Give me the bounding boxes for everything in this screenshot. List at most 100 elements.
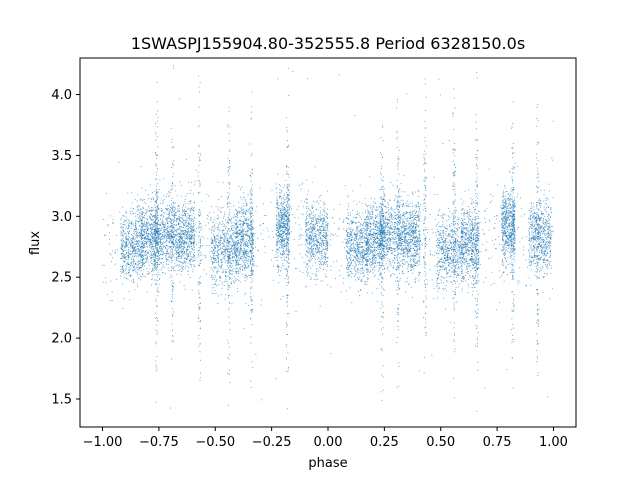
data-point <box>230 248 232 250</box>
data-point <box>183 219 185 221</box>
data-point <box>130 245 132 247</box>
data-point <box>354 274 356 276</box>
data-point <box>133 208 135 210</box>
data-point <box>212 277 214 279</box>
data-point <box>282 252 284 254</box>
data-point <box>145 236 147 238</box>
data-point <box>313 228 314 230</box>
data-point <box>283 193 285 195</box>
data-point <box>247 223 249 224</box>
data-point <box>221 252 222 254</box>
data-point <box>284 213 286 215</box>
data-point <box>239 259 241 261</box>
data-point <box>135 240 137 242</box>
data-point <box>156 195 157 197</box>
data-point <box>367 242 369 244</box>
data-point <box>325 252 327 254</box>
data-point <box>179 221 181 223</box>
data-point <box>310 256 312 258</box>
data-point <box>143 244 145 246</box>
data-point <box>126 245 128 247</box>
data-point <box>237 233 239 234</box>
data-point <box>367 224 369 226</box>
data-point <box>210 217 212 218</box>
data-point <box>227 242 229 244</box>
data-point <box>359 244 361 245</box>
data-point <box>355 258 357 259</box>
data-point <box>314 226 316 228</box>
data-point <box>173 235 175 237</box>
data-point <box>233 251 235 253</box>
data-point <box>153 236 155 238</box>
data-point <box>159 274 161 276</box>
data-point <box>180 267 182 269</box>
data-point <box>278 250 280 252</box>
data-point <box>236 264 238 265</box>
data-point <box>317 230 319 232</box>
data-point <box>218 256 220 258</box>
data-point <box>222 242 224 244</box>
data-point <box>280 195 282 197</box>
data-point <box>349 287 351 289</box>
data-point <box>252 265 254 267</box>
data-point <box>288 218 290 220</box>
data-point <box>354 265 356 267</box>
data-point <box>127 238 128 240</box>
data-point <box>183 224 185 226</box>
data-point <box>238 238 240 240</box>
data-point <box>241 250 243 252</box>
data-point <box>214 275 216 277</box>
data-point <box>173 213 175 215</box>
data-point <box>250 250 252 252</box>
data-point <box>320 263 322 264</box>
data-point <box>211 240 213 241</box>
data-point <box>148 198 150 200</box>
data-point <box>240 208 242 209</box>
data-point <box>178 241 180 243</box>
data-point <box>229 235 231 237</box>
data-point <box>245 222 247 224</box>
data-point <box>312 220 314 222</box>
data-point <box>141 260 143 262</box>
data-point <box>125 268 127 270</box>
data-point <box>168 237 170 239</box>
data-point <box>363 256 365 258</box>
data-point <box>172 209 174 211</box>
data-point <box>150 254 152 256</box>
data-point <box>149 239 150 241</box>
data-point <box>247 227 249 229</box>
data-point <box>323 218 325 220</box>
data-point <box>163 245 165 247</box>
data-point <box>288 190 289 192</box>
data-point <box>284 212 286 214</box>
data-point <box>239 254 241 255</box>
data-point <box>232 273 234 275</box>
data-point <box>240 229 241 231</box>
data-point <box>166 217 168 219</box>
data-point <box>139 235 141 237</box>
data-point <box>178 205 180 207</box>
data-point <box>289 199 290 201</box>
data-point <box>288 205 290 207</box>
data-point <box>354 233 356 235</box>
data-point <box>178 216 180 218</box>
data-point <box>236 247 237 249</box>
data-point <box>163 215 165 217</box>
data-point <box>180 255 182 257</box>
data-point <box>193 234 195 236</box>
data-point <box>144 243 146 244</box>
data-point <box>279 215 280 217</box>
data-point <box>160 215 161 217</box>
data-point <box>212 251 214 253</box>
data-point <box>157 236 159 238</box>
data-point <box>178 232 180 234</box>
data-point <box>215 255 217 257</box>
data-point <box>219 242 221 244</box>
data-point <box>182 248 184 250</box>
data-point <box>171 225 173 226</box>
data-point <box>241 234 243 236</box>
data-point <box>120 217 122 219</box>
data-point <box>144 232 146 234</box>
data-point <box>356 235 358 237</box>
data-point <box>217 253 219 255</box>
